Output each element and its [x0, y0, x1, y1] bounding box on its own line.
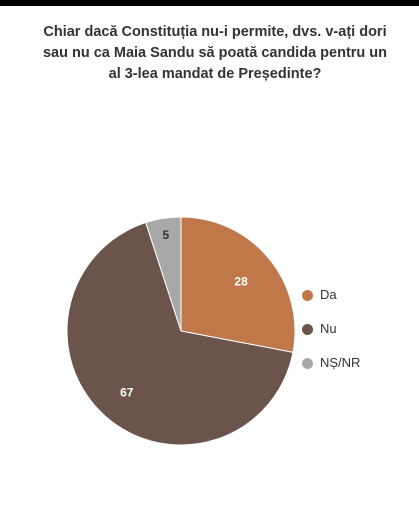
pie-slice-ns-nr: [145, 216, 182, 332]
legend-swatch-da: [302, 290, 313, 301]
data-label-da: 28: [234, 274, 248, 288]
top-bar: [0, 0, 419, 6]
legend-swatch-nu: [302, 324, 313, 335]
data-label-nu: 67: [120, 386, 134, 400]
legend-item-nu: Nu: [298, 320, 408, 339]
legend: Da Nu NȘ/NR: [298, 286, 408, 388]
chart-title: Chiar dacă Constituția nu-i permite, dvs…: [42, 24, 388, 82]
legend-label-ns-nr: NȘ/NR: [320, 355, 361, 370]
pie-slice-nu: [66, 221, 294, 446]
legend-label-nu: Nu: [320, 321, 337, 336]
legend-label-da: Da: [320, 287, 337, 302]
data-label-ns-nr: 5: [162, 228, 169, 242]
legend-swatch-ns-nr: [302, 358, 313, 369]
pie-slice-da: [180, 216, 296, 353]
legend-item-da: Da: [298, 286, 408, 305]
legend-item-ns-nr: NȘ/NR: [298, 354, 408, 373]
